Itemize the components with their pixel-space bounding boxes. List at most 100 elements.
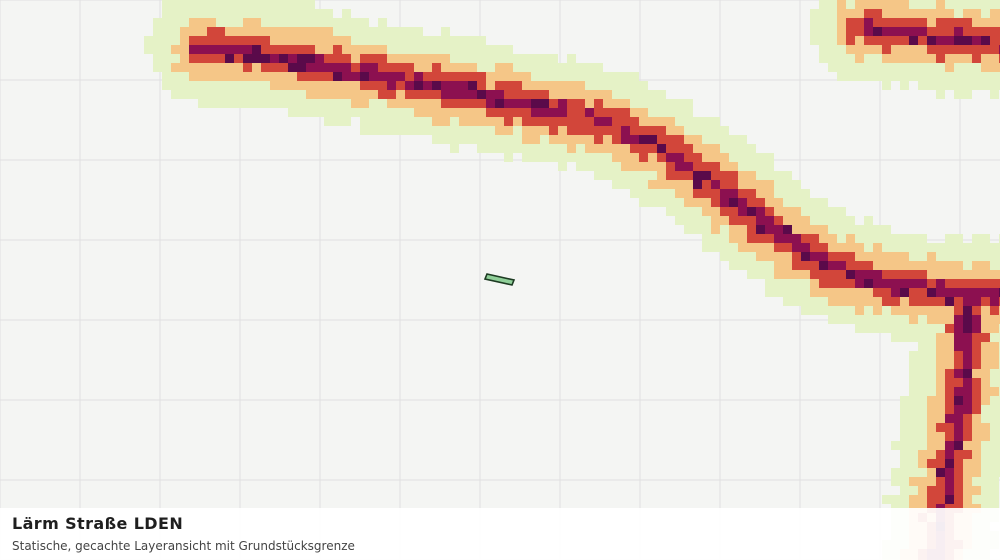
noise-cell bbox=[585, 108, 594, 117]
noise-cell bbox=[306, 72, 315, 81]
noise-cell bbox=[801, 207, 810, 216]
noise-cell bbox=[927, 378, 936, 387]
noise-cell bbox=[783, 198, 792, 207]
noise-cell bbox=[252, 45, 261, 54]
noise-cell bbox=[918, 378, 927, 387]
noise-cell bbox=[459, 99, 468, 108]
noise-cell bbox=[513, 126, 522, 135]
noise-cell bbox=[990, 0, 999, 9]
noise-cell bbox=[909, 333, 918, 342]
noise-cell bbox=[909, 270, 918, 279]
noise-cell bbox=[189, 0, 198, 9]
noise-cell bbox=[747, 243, 756, 252]
noise-cell bbox=[630, 171, 639, 180]
noise-cell bbox=[540, 117, 549, 126]
noise-cell bbox=[504, 153, 513, 162]
noise-cell bbox=[945, 279, 954, 288]
noise-cell bbox=[423, 108, 432, 117]
noise-cell bbox=[585, 63, 594, 72]
noise-cell bbox=[981, 351, 990, 360]
noise-cell bbox=[513, 90, 522, 99]
noise-cell bbox=[576, 90, 585, 99]
noise-cell bbox=[864, 18, 873, 27]
noise-cell bbox=[981, 63, 990, 72]
noise-cell bbox=[981, 495, 990, 504]
noise-cell bbox=[675, 216, 684, 225]
noise-cell bbox=[837, 225, 846, 234]
noise-cell bbox=[324, 108, 333, 117]
noise-cell bbox=[603, 126, 612, 135]
noise-cell bbox=[855, 297, 864, 306]
noise-cell bbox=[747, 216, 756, 225]
noise-cell bbox=[828, 288, 837, 297]
noise-cell bbox=[675, 171, 684, 180]
noise-cell bbox=[297, 81, 306, 90]
noise-cell bbox=[468, 90, 477, 99]
noise-cell bbox=[819, 270, 828, 279]
noise-cell bbox=[828, 0, 837, 9]
noise-cell bbox=[972, 369, 981, 378]
noise-cell bbox=[612, 99, 621, 108]
parcel-polygon[interactable] bbox=[483, 273, 516, 286]
noise-cell bbox=[585, 72, 594, 81]
noise-cell bbox=[414, 54, 423, 63]
noise-cell bbox=[918, 333, 927, 342]
noise-cell bbox=[963, 252, 972, 261]
noise-cell bbox=[945, 396, 954, 405]
noise-cell bbox=[990, 342, 999, 351]
noise-cell bbox=[981, 324, 990, 333]
noise-cell bbox=[297, 36, 306, 45]
noise-cell bbox=[801, 261, 810, 270]
noise-cell bbox=[630, 144, 639, 153]
noise-cell bbox=[711, 162, 720, 171]
noise-cell bbox=[936, 468, 945, 477]
noise-cell bbox=[774, 198, 783, 207]
noise-cell bbox=[648, 126, 657, 135]
noise-cell bbox=[207, 54, 216, 63]
noise-cell bbox=[612, 72, 621, 81]
noise-cell bbox=[918, 63, 927, 72]
noise-cell bbox=[180, 72, 189, 81]
noise-cell bbox=[207, 27, 216, 36]
parcel-boundary[interactable] bbox=[483, 273, 516, 286]
noise-cell bbox=[414, 126, 423, 135]
noise-cell bbox=[909, 0, 918, 9]
noise-cell bbox=[900, 333, 909, 342]
noise-cell bbox=[927, 261, 936, 270]
noise-cell bbox=[180, 36, 189, 45]
noise-cell bbox=[504, 99, 513, 108]
noise-cell bbox=[954, 252, 963, 261]
noise-cell bbox=[567, 144, 576, 153]
noise-cell bbox=[972, 333, 981, 342]
noise-cell bbox=[477, 72, 486, 81]
noise-cell bbox=[738, 189, 747, 198]
noise-cell bbox=[576, 117, 585, 126]
noise-cell bbox=[504, 126, 513, 135]
noise-cell bbox=[396, 54, 405, 63]
noise-cell bbox=[963, 477, 972, 486]
noise-cell bbox=[783, 216, 792, 225]
noise-cell bbox=[198, 45, 207, 54]
noise-cell bbox=[549, 54, 558, 63]
noise-cell bbox=[468, 45, 477, 54]
noise-cell bbox=[954, 414, 963, 423]
noise-cell bbox=[918, 396, 927, 405]
noise-cell bbox=[819, 261, 828, 270]
noise-cell bbox=[981, 297, 990, 306]
noise-cell bbox=[963, 360, 972, 369]
noise-cell bbox=[918, 72, 927, 81]
noise-cell bbox=[927, 495, 936, 504]
noise-cell bbox=[972, 270, 981, 279]
noise-cell bbox=[414, 81, 423, 90]
noise-cell bbox=[441, 63, 450, 72]
noise-cell bbox=[738, 153, 747, 162]
noise-cell bbox=[459, 63, 468, 72]
noise-cell bbox=[963, 387, 972, 396]
noise-cell bbox=[990, 63, 999, 72]
noise-cell bbox=[297, 45, 306, 54]
noise-cell bbox=[261, 18, 270, 27]
noise-cell bbox=[504, 72, 513, 81]
noise-cell bbox=[756, 198, 765, 207]
noise-cell bbox=[396, 117, 405, 126]
